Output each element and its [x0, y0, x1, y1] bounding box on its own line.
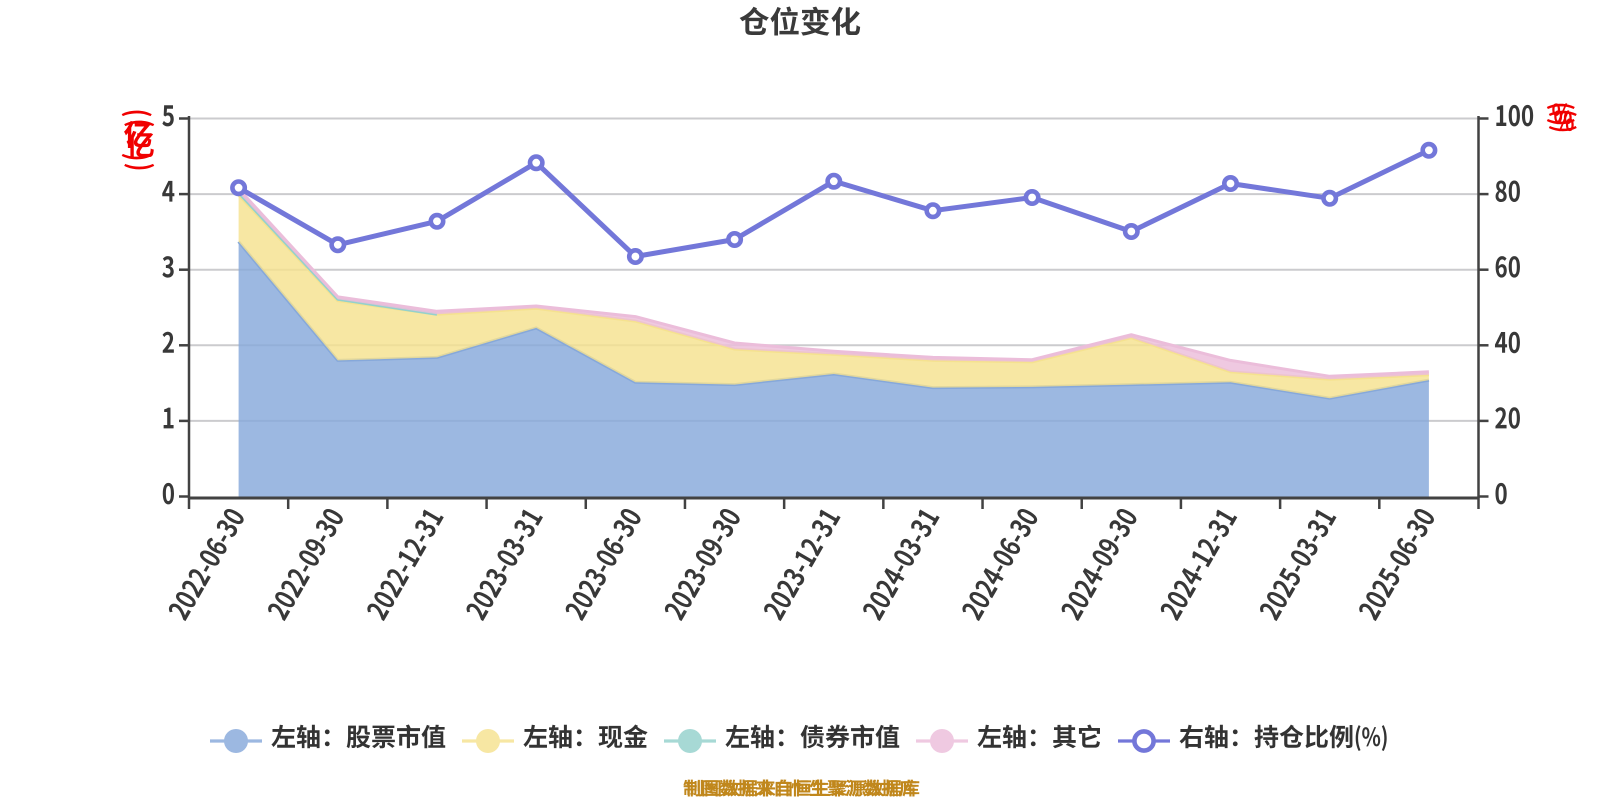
chart-title: 仓位变化: [0, 6, 1600, 46]
left-axis-labels: [162, 105, 175, 505]
legend-item-label: [523, 724, 648, 749]
legend-item-label: [725, 724, 900, 749]
series-area-1: [238, 194, 1429, 399]
axes: [179, 116, 1489, 509]
legend-item-1[interactable]: 左轴：现金: [462, 724, 649, 757]
left-axis-unit-label: (亿): [115, 97, 171, 202]
legend-line-circle-icon: [664, 728, 716, 753]
legend-line-circle-icon: [916, 728, 968, 753]
legend: 左轴：股票市值左轴：现金左轴：债券市值左轴：其它右轴：持仓比例(%): [0, 724, 1600, 757]
x-axis-labels: [168, 508, 1434, 622]
stacked-areas: [237, 187, 1430, 497]
legend-item-label: [271, 724, 446, 749]
legend-line-ring-icon: [1118, 728, 1170, 753]
legend-item-4[interactable]: 右轴：持仓比例(%): [1118, 724, 1390, 757]
chart-footnote: 制图数据来自恒生聚源数据库: [0, 779, 1600, 808]
legend-item-3[interactable]: 左轴：其它: [916, 724, 1103, 757]
legend-line-circle-icon: [462, 728, 514, 753]
right-axis-labels: [1494, 104, 1534, 505]
ratio-markers: [230, 141, 1438, 266]
legend-item-0[interactable]: 左轴：股票市值: [210, 724, 447, 757]
legend-item-label: [1179, 724, 1387, 752]
legend-line-circle-icon: [210, 728, 262, 753]
series-area-0: [238, 241, 1429, 497]
legend-item-label: [977, 724, 1100, 749]
ratio-line: [236, 147, 1432, 259]
legend-item-2[interactable]: 左轴：债券市值: [664, 724, 901, 757]
right-axis-unit-label: (%): [1540, 93, 1590, 162]
